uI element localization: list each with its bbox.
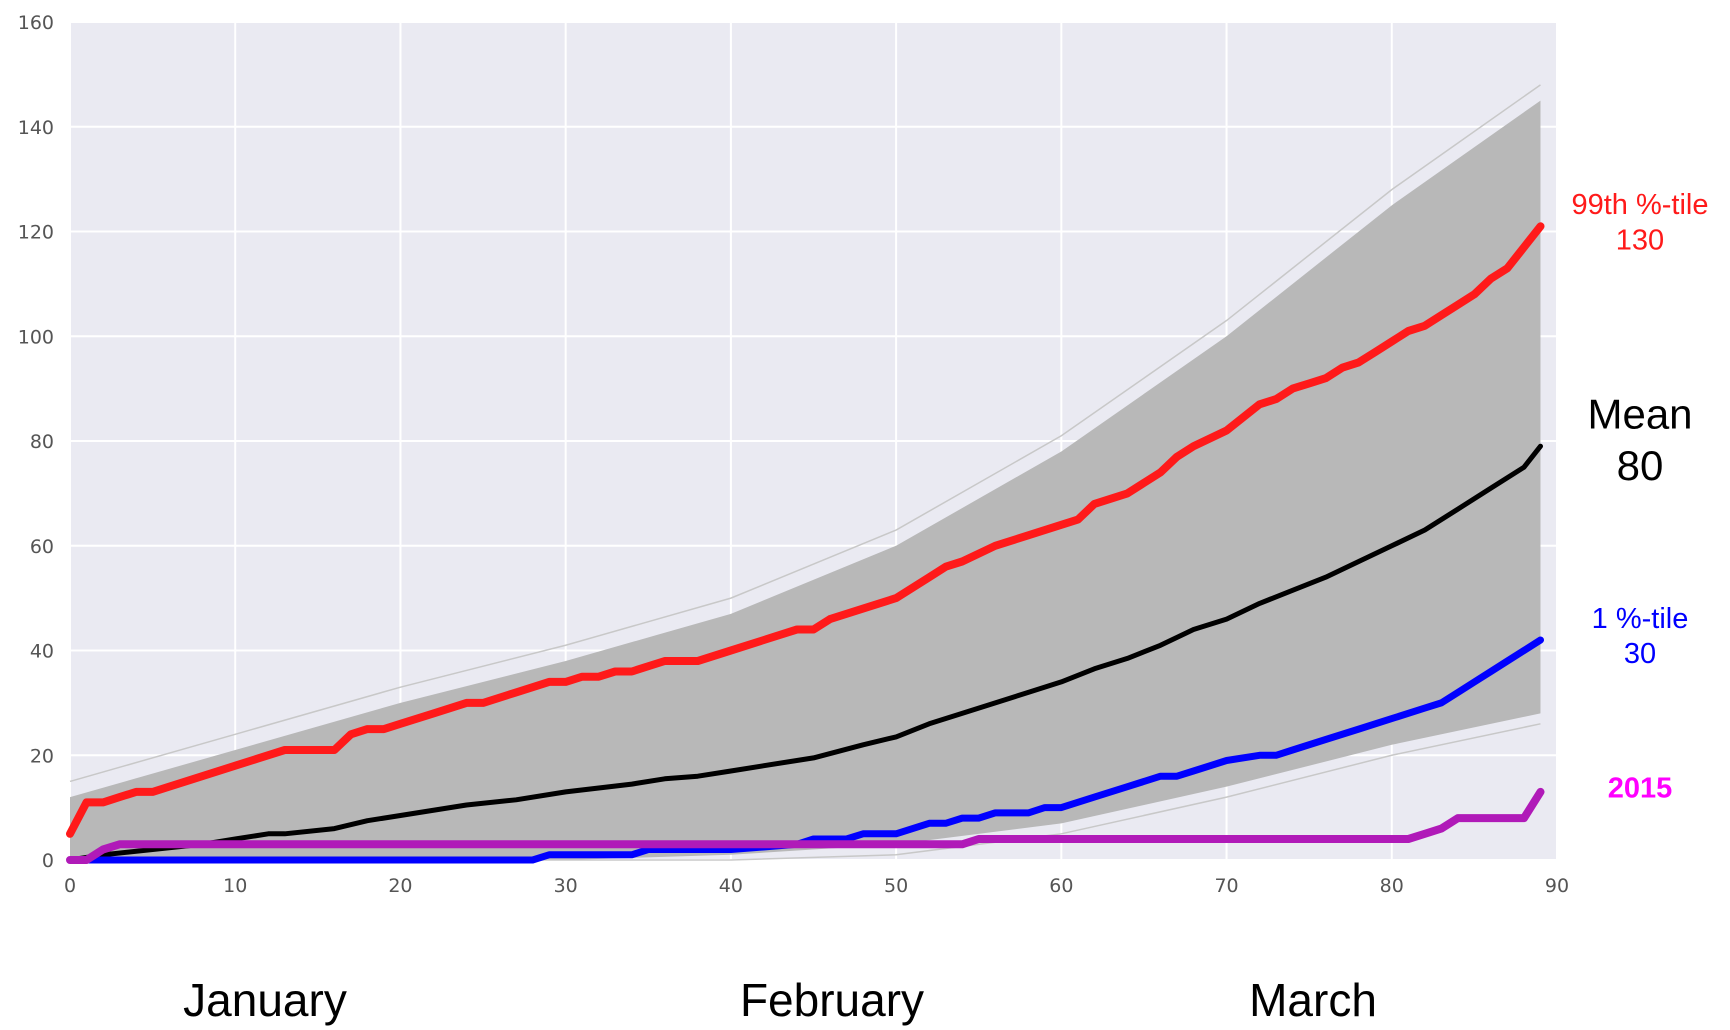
y-tick-label: 140 [18,117,54,139]
x-tick-label: 30 [554,875,578,897]
x-tick-label: 80 [1380,875,1404,897]
month-label-february: February [740,974,924,1026]
x-tick-label: 0 [64,875,76,897]
x-tick-label: 90 [1545,875,1569,897]
x-tick-label: 70 [1214,875,1238,897]
y-tick-label: 0 [42,850,54,872]
month-label-march: March [1249,974,1377,1026]
y-tick-label: 80 [30,431,54,453]
series-line-2015 [66,787,1545,864]
grid [69,21,1558,861]
month-label-january: January [183,974,347,1026]
x-tick-label: 40 [719,875,743,897]
series-line-99th-tile [66,222,1545,838]
annotation-1-tile-line: 30 [1624,638,1656,670]
series-line-mean [67,443,1543,863]
y-tick-label: 120 [18,222,54,244]
y-tick-label: 60 [30,536,54,558]
simulation-upper-edge [69,84,1541,783]
x-tick-label: 20 [388,875,412,897]
simulation-band-fill [70,100,1541,860]
series-lines [66,222,1545,864]
y-tick-labels: 0 20 40 60 80 100 120 140 160 [18,12,54,872]
y-tick-label: 100 [18,326,54,348]
annotation-mean-line: Mean [1587,391,1692,438]
y-tick-label: 40 [30,641,54,663]
annotation-99th-tile-line: 99th %-tile [1571,189,1708,221]
x-tick-labels: 0 10 20 30 40 50 60 70 80 90 [64,875,1569,897]
y-tick-label: 20 [30,745,54,767]
month-labels: January February March [183,974,1377,1026]
x-tick-label: 60 [1049,875,1073,897]
annotation-99th-tile-line: 130 [1616,225,1664,257]
annotation-mean-line: 80 [1617,442,1664,489]
y-tick-label: 160 [18,12,54,34]
annotation-2015-line: 2015 [1608,772,1673,804]
x-tick-label: 10 [223,875,247,897]
x-tick-label: 50 [884,875,908,897]
annotation-1-tile-line: 1 %-tile [1592,603,1689,635]
